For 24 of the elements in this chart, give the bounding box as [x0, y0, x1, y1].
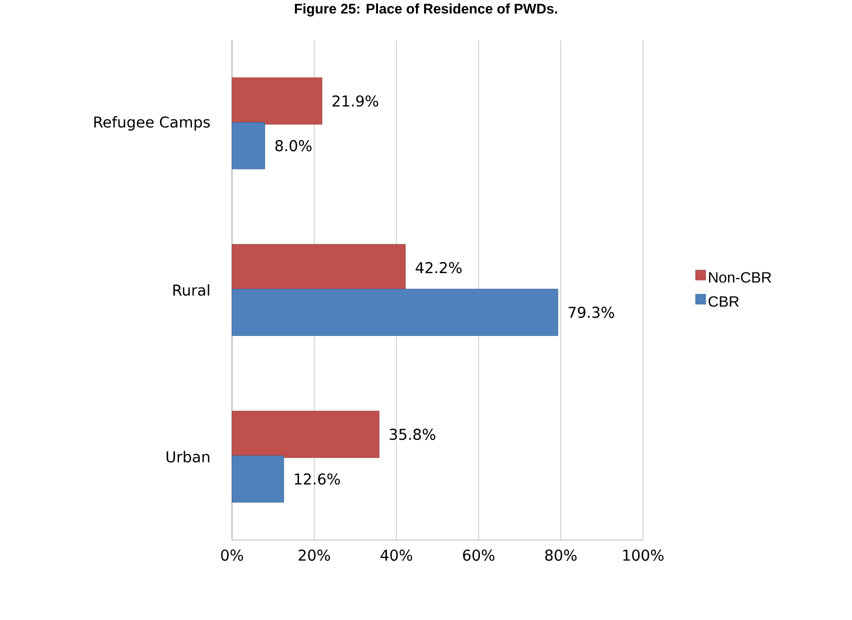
- bar: [232, 244, 406, 292]
- bar: [232, 455, 284, 503]
- data-label: 12.6%: [294, 473, 340, 485]
- data-label: 21.9%: [332, 95, 378, 107]
- x-tick-label: 60%: [463, 550, 494, 561]
- data-label: 42.2%: [416, 262, 462, 274]
- x-tick-label: 100%: [623, 550, 664, 561]
- x-tick-label: 80%: [545, 550, 577, 561]
- legend-label: CBR: [708, 296, 739, 307]
- bar: [232, 410, 380, 458]
- chart-title: Figure 25: Place of Residence of PWDs.: [294, 3, 558, 16]
- y-tick-label: Urban: [166, 450, 210, 462]
- legend-label: Non-CBR: [709, 272, 772, 283]
- bar: [232, 122, 266, 170]
- x-tick-label: 0%: [221, 550, 244, 561]
- x-tick-label: 40%: [380, 550, 412, 561]
- data-label: 79.3%: [568, 306, 614, 318]
- y-tick-label: Refugee Camps: [94, 116, 210, 131]
- bar: [232, 288, 558, 336]
- data-label: 35.8%: [390, 428, 436, 440]
- data-label: 8.0%: [275, 140, 312, 152]
- bar: [232, 77, 322, 125]
- y-tick-label: Rural: [173, 284, 210, 296]
- x-tick-label: 20%: [298, 550, 330, 561]
